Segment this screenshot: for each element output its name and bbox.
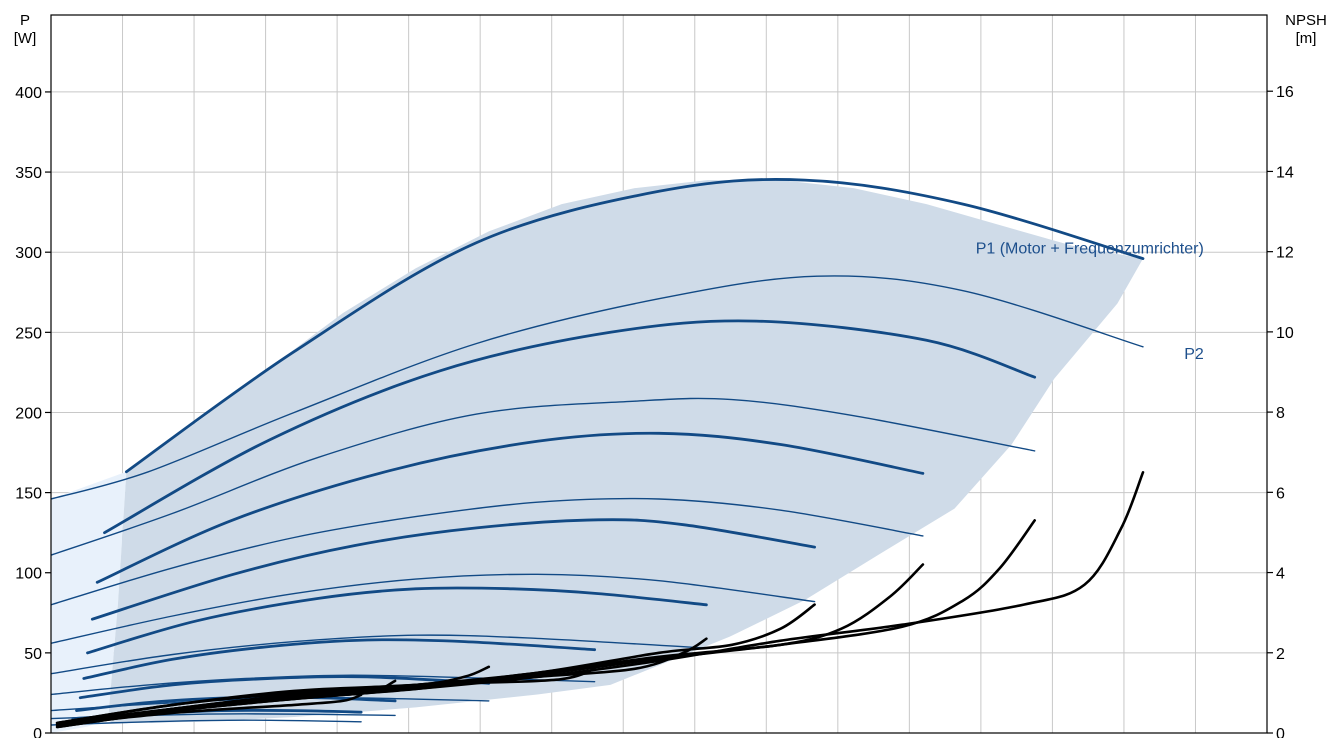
left-tick-label: 350 — [15, 165, 42, 182]
p2-curve-2 — [51, 397, 1036, 556]
label-p1: P1 (Motor + Frequenzumrichter) — [976, 240, 1204, 257]
plot-frame — [50, 14, 1268, 734]
right-tick-label: 10 — [1276, 325, 1294, 342]
p1-curve-1 — [125, 178, 1145, 474]
operating-area-layer — [51, 180, 1144, 733]
npsh-curve-7 — [55, 665, 491, 725]
right-axis-title-line2: [m] — [1296, 30, 1317, 47]
left-tick-label: 200 — [15, 405, 42, 422]
right-tick-label: 14 — [1276, 164, 1294, 181]
p2-curve-3 — [51, 497, 924, 606]
left-tick-label: 100 — [15, 566, 42, 583]
left-axis: 0 50 100 150 200 250 300 350 400 — [15, 85, 51, 738]
p1-curve-2 — [103, 319, 1037, 535]
right-tick-label: 0 — [1276, 726, 1285, 738]
p1-curve-6 — [82, 638, 596, 680]
right-axis-title-line1: NPSH — [1285, 12, 1327, 29]
p2-curve-4 — [51, 573, 816, 644]
right-tick-label: 6 — [1276, 485, 1285, 502]
curves-layer — [51, 178, 1145, 729]
right-tick-label: 8 — [1276, 405, 1285, 422]
right-tick-label: 12 — [1276, 245, 1294, 262]
npsh-curve-2 — [55, 519, 1036, 729]
p1-curve-5 — [86, 586, 708, 655]
left-tick-label: 300 — [15, 245, 42, 262]
right-axis: 0 2 4 6 8 10 12 14 16 — [1267, 84, 1294, 738]
p2-curve-1 — [51, 275, 1144, 500]
left-tick-label: 150 — [15, 486, 42, 503]
left-tick-label: 50 — [24, 646, 42, 663]
left-tick-label: 400 — [15, 85, 42, 102]
npsh-curve-9 — [55, 693, 363, 727]
right-tick-label: 16 — [1276, 84, 1294, 101]
p1-curve-7 — [78, 675, 491, 700]
npsh-curve-8 — [55, 679, 397, 725]
left-tick-label: 250 — [15, 325, 42, 342]
left-axis-title-line1: P — [20, 12, 30, 29]
p2-curve-5 — [51, 634, 708, 675]
left-tick-label: 0 — [33, 726, 42, 738]
p2-curve-9 — [51, 719, 362, 726]
label-p2: P2 — [1184, 346, 1204, 363]
left-axis-title-line2: [W] — [14, 30, 37, 47]
right-tick-label: 2 — [1276, 646, 1285, 663]
low-speed-area — [51, 471, 127, 733]
p1-curve-4 — [90, 518, 816, 621]
p1-curve-3 — [95, 431, 925, 584]
operating-area — [108, 180, 1144, 724]
right-tick-label: 4 — [1276, 566, 1285, 583]
